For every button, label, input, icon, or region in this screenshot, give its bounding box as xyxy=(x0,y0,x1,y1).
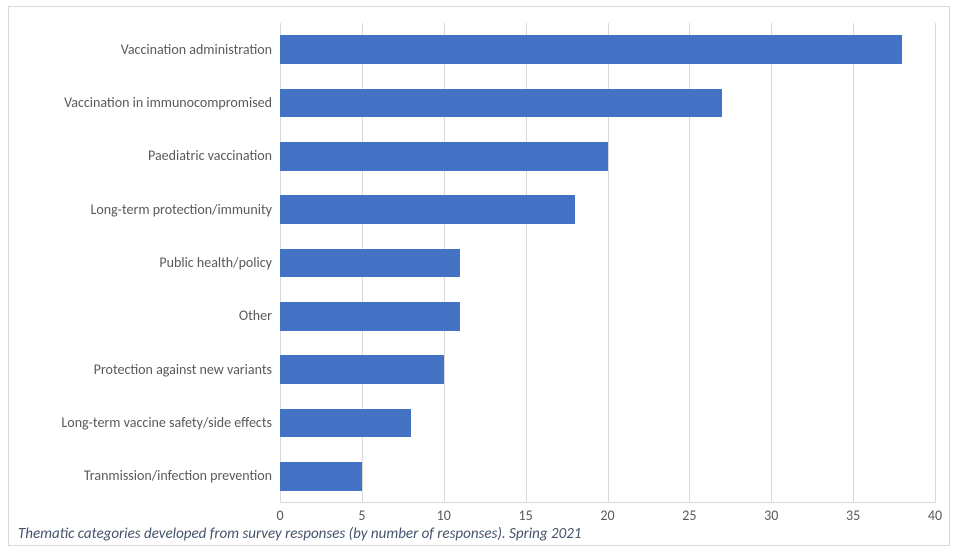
x-tick-label: 20 xyxy=(600,507,614,524)
y-category-label: Vaccination in immunocompromised xyxy=(19,95,272,110)
x-tick-label: 10 xyxy=(437,507,451,524)
gridline xyxy=(935,23,936,503)
chart-caption: Thematic categories developed from surve… xyxy=(18,525,581,543)
plot-area xyxy=(280,23,935,503)
y-category-label: Protection against new variants xyxy=(19,362,272,377)
x-axis-baseline xyxy=(280,502,935,503)
x-axis-labels: 0510152025303540 xyxy=(280,507,935,525)
bar xyxy=(280,249,460,278)
x-tick-label: 15 xyxy=(519,507,533,524)
bar xyxy=(280,409,411,438)
x-tick-label: 25 xyxy=(682,507,696,524)
bar xyxy=(280,355,444,384)
bar xyxy=(280,462,362,491)
bar xyxy=(280,302,460,331)
y-category-label: Long-term vaccine safety/side effects xyxy=(19,415,272,430)
y-axis-labels: Vaccination administration Vaccination in… xyxy=(19,23,272,503)
x-tick-label: 40 xyxy=(928,507,942,524)
bar xyxy=(280,195,575,224)
y-category-label: Long-term protection/immunity xyxy=(19,202,272,217)
y-category-label: Paediatric vaccination xyxy=(19,148,272,163)
bar xyxy=(280,35,902,64)
bar xyxy=(280,142,608,171)
x-tick-label: 5 xyxy=(358,507,365,524)
y-category-label: Vaccination administration xyxy=(19,42,272,57)
y-category-label: Tranmission/infection prevention xyxy=(19,468,272,483)
y-category-label: Public health/policy xyxy=(19,255,272,270)
chart-frame: Vaccination administration Vaccination in… xyxy=(8,6,950,546)
x-tick-label: 0 xyxy=(276,507,283,524)
y-category-label: Other xyxy=(19,308,272,323)
bar xyxy=(280,89,722,118)
bars-group xyxy=(280,23,935,503)
x-tick-label: 30 xyxy=(764,507,778,524)
x-tick-label: 35 xyxy=(846,507,860,524)
